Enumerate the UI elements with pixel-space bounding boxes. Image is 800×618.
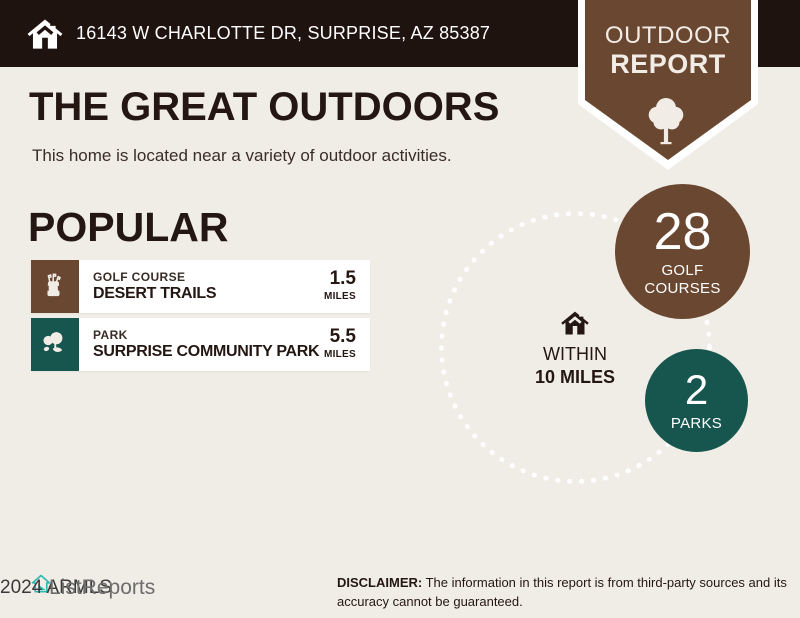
svg-text:REPORT: REPORT <box>610 49 726 79</box>
svg-text:OUTDOOR: OUTDOOR <box>605 22 731 49</box>
